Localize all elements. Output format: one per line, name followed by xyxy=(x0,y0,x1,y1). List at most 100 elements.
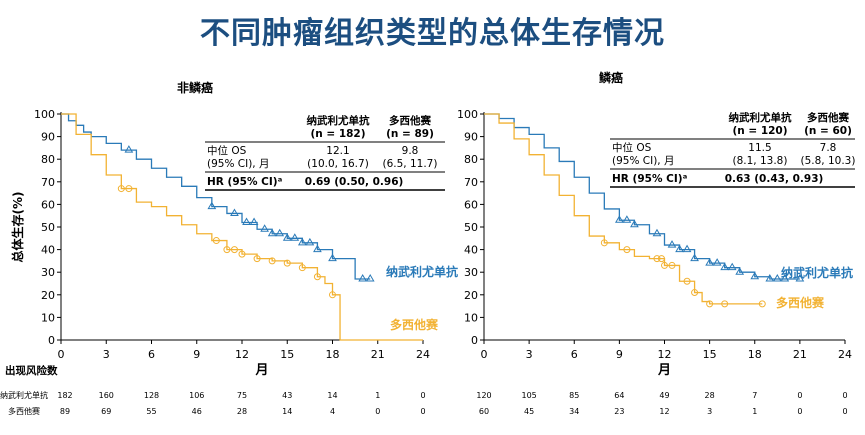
risk-nivo-value: 106 xyxy=(189,391,204,400)
x-tick-label: 6 xyxy=(571,348,578,361)
risk-doce-value: 4 xyxy=(330,407,335,416)
nivo-censor-marker xyxy=(124,145,134,153)
y-axis-label: 总体生存(%) xyxy=(10,192,25,263)
doce-censor-marker xyxy=(212,237,220,245)
risk-doce-value: 23 xyxy=(614,407,624,416)
doce-censor-marker xyxy=(653,255,661,263)
nivo-censor-marker xyxy=(712,258,722,266)
risk-doce-value: 1 xyxy=(752,407,757,416)
nivo-censor-marker xyxy=(267,228,277,237)
nivo-censor-marker xyxy=(772,273,782,282)
x-tick-label: 6 xyxy=(148,348,155,361)
x-tick-label: 15 xyxy=(280,348,294,361)
nivo-censor-marker xyxy=(290,233,300,241)
y-tick-label: 80 xyxy=(464,153,478,166)
y-tick-label: 20 xyxy=(464,289,478,302)
x-tick-label: 24 xyxy=(416,348,430,361)
nivo-curve-label: 纳武利尤单抗 xyxy=(386,264,458,279)
risk-nivo-value: 1 xyxy=(375,391,380,400)
nivo-censor-marker xyxy=(690,253,699,262)
doce-censor-marker xyxy=(283,259,291,267)
table-ci-doce: (6.5, 11.7) xyxy=(383,158,438,170)
risk-doce-value: 3 xyxy=(707,407,712,416)
nivo-censor-marker xyxy=(297,237,307,246)
table-n-doce: (n = 60) xyxy=(804,125,852,137)
nivo-censor-marker xyxy=(765,273,775,282)
y-tick-label: 80 xyxy=(41,153,55,166)
x-tick-label: 9 xyxy=(193,348,200,361)
risk-doce-value: 45 xyxy=(524,407,534,416)
nivo-censor-marker xyxy=(705,258,714,266)
x-tick-label: 15 xyxy=(703,348,717,361)
doce-censor-marker xyxy=(683,277,691,285)
y-tick-label: 10 xyxy=(464,311,478,324)
nivo-censor-marker xyxy=(249,217,259,225)
risk-nivo-value: 105 xyxy=(521,391,536,400)
risk-table-title: 出现风险数 xyxy=(5,364,58,377)
risk-nivo-value: 182 xyxy=(57,391,72,400)
panel-subtitle: 非鳞癌 xyxy=(177,80,213,95)
table-hr-value: 0.63 (0.43, 0.93) xyxy=(725,173,824,185)
x-axis-label: 月 xyxy=(254,363,268,378)
x-tick-label: 21 xyxy=(371,348,385,361)
y-tick-label: 50 xyxy=(41,221,55,234)
nivo-censor-marker xyxy=(720,262,730,271)
risk-nivo-value: 49 xyxy=(659,391,669,400)
x-tick-label: 12 xyxy=(235,348,249,361)
risk-nivo-value: 120 xyxy=(476,391,491,400)
risk-nivo-value: 0 xyxy=(842,391,847,400)
nivo-censor-marker xyxy=(358,273,368,282)
nivo-censor-marker xyxy=(682,244,692,253)
risk-nivo-label: 纳武利尤单抗 xyxy=(0,390,48,400)
nivo-curve-label: 纳武利尤单抗 xyxy=(781,265,853,280)
table-header-doce: 多西他赛 xyxy=(389,114,431,127)
table-row-median-label: 中位 OS xyxy=(612,141,652,154)
risk-doce-value: 55 xyxy=(146,407,156,416)
doce-censor-marker xyxy=(691,289,699,297)
nivo-censor-marker xyxy=(615,215,624,223)
table-header-doce: 多西他赛 xyxy=(807,111,849,124)
chart-common: 总体生存(%) 出现风险数 xyxy=(5,192,58,378)
doce-curve-label: 多西他赛 xyxy=(776,295,825,310)
doce-censor-marker xyxy=(600,239,608,247)
doce-censor-marker xyxy=(721,300,729,308)
y-tick-label: 60 xyxy=(41,198,55,211)
y-tick-label: 90 xyxy=(464,131,478,144)
doce-survival-line xyxy=(61,113,423,341)
y-tick-label: 10 xyxy=(41,311,55,324)
doce-curve-label: 多西他赛 xyxy=(390,317,439,332)
risk-doce-value: 69 xyxy=(101,407,111,416)
risk-doce-value: 28 xyxy=(237,407,247,416)
doce-censor-marker xyxy=(657,255,665,263)
y-tick-label: 50 xyxy=(464,221,478,234)
table-header-nivo: 纳武利尤单抗 xyxy=(307,114,370,127)
doce-survival-line xyxy=(484,113,763,305)
x-tick-label: 0 xyxy=(481,348,488,361)
doce-censor-marker xyxy=(117,185,125,193)
risk-nivo-value: 64 xyxy=(614,391,624,400)
y-tick-label: 30 xyxy=(41,266,55,279)
risk-doce-label: 多西他赛 xyxy=(8,406,40,416)
panel-subtitle: 鳞癌 xyxy=(599,70,623,85)
nivo-censor-marker xyxy=(230,208,239,216)
doce-censor-marker xyxy=(230,246,238,254)
table-hr-label: HR (95% CI)ᵃ xyxy=(612,173,688,185)
risk-nivo-value: 7 xyxy=(752,391,757,400)
doce-censor-marker xyxy=(706,300,714,308)
y-tick-label: 0 xyxy=(471,334,478,347)
risk-doce-value: 34 xyxy=(569,407,579,416)
nivo-censor-marker xyxy=(282,233,292,241)
risk-nivo-value: 0 xyxy=(420,391,425,400)
y-tick-label: 70 xyxy=(464,176,478,189)
nivo-censor-marker xyxy=(328,253,337,262)
risk-nivo-value: 85 xyxy=(569,391,579,400)
nivo-censor-marker xyxy=(242,217,251,225)
risk-doce-value: 60 xyxy=(479,407,489,416)
table-row-median-label: 中位 OS xyxy=(207,144,247,157)
doce-censor-marker xyxy=(313,273,321,281)
nivo-censor-marker xyxy=(750,271,760,280)
risk-doce-value: 46 xyxy=(192,407,202,416)
nivo-censor-marker xyxy=(780,273,790,282)
risk-doce-value: 0 xyxy=(375,407,380,416)
